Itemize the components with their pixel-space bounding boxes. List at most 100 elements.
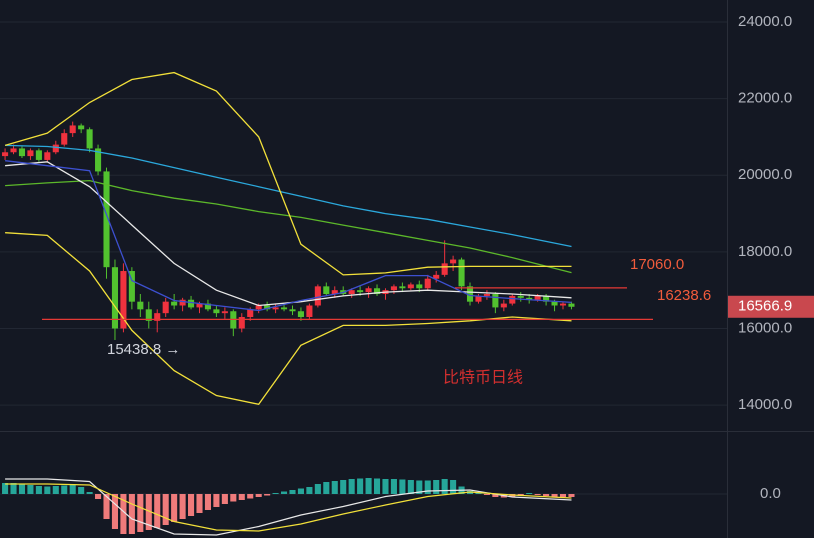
candle-body — [238, 316, 245, 329]
macd-bar — [551, 494, 558, 497]
candle-body — [543, 295, 550, 302]
candle-body — [373, 288, 381, 295]
macd-bar — [196, 494, 203, 513]
macd-bar — [492, 494, 499, 497]
candle-body — [52, 144, 59, 153]
macd-bar — [280, 491, 288, 494]
macd-line — [5, 483, 572, 532]
candle-body — [424, 278, 431, 289]
macd-bar — [188, 494, 195, 516]
y-tick-label: 14000.0 — [738, 396, 792, 413]
macd-bar — [323, 482, 330, 494]
last-price-badge — [728, 295, 814, 318]
macd-bar — [255, 494, 262, 497]
candle-body — [551, 301, 558, 306]
macd-bar — [475, 493, 482, 494]
y-tick-label: 16000.0 — [738, 319, 792, 336]
macd-bar — [171, 494, 178, 522]
macd-bar — [357, 478, 364, 494]
macd-bar — [128, 494, 135, 534]
macd-bar — [331, 481, 338, 494]
macd-bar — [230, 494, 237, 502]
macd-bar — [483, 494, 490, 495]
candle-body — [103, 171, 110, 268]
candle-body — [111, 267, 119, 329]
candle-body — [69, 125, 76, 134]
macd-bar — [407, 480, 414, 494]
macd-bar — [272, 493, 279, 494]
candle-body — [61, 133, 68, 145]
candle-body — [314, 286, 321, 306]
candle-body — [517, 295, 524, 298]
candle-body — [399, 286, 406, 289]
macd-bar — [61, 485, 68, 494]
macd-bar — [399, 479, 406, 494]
macd-bar — [306, 487, 313, 494]
macd-bar — [433, 480, 440, 494]
candle-body — [390, 286, 397, 291]
candle-body — [86, 129, 93, 149]
candle-body — [331, 290, 338, 295]
macd-bar — [526, 493, 533, 494]
macd-bar — [95, 494, 102, 499]
candle-body — [10, 148, 17, 153]
macd-bar — [78, 487, 85, 494]
macd-bar — [450, 480, 457, 494]
macd-bar — [390, 479, 397, 494]
price-level-label: 16238.6 — [657, 287, 711, 304]
macd-bar — [314, 484, 321, 494]
candle-body — [559, 303, 567, 306]
moving-average-line — [4, 71, 572, 276]
moving-average-line — [5, 179, 572, 274]
candle-body — [272, 307, 279, 310]
candle-body — [365, 288, 372, 293]
low-marker-label: 15438.8 → — [107, 341, 180, 358]
candle-body — [78, 125, 85, 130]
candle-body — [44, 152, 51, 160]
macd-bar — [373, 478, 381, 494]
macd-bar — [10, 483, 17, 494]
macd-bar — [238, 494, 245, 500]
candle-body — [568, 303, 575, 307]
candle-body — [179, 299, 186, 306]
candle-body — [475, 295, 482, 302]
macd-bar — [221, 494, 228, 504]
candle-body — [35, 150, 42, 160]
macd-bar — [441, 479, 448, 494]
candle-body — [204, 303, 211, 310]
y-tick-label: 20000.0 — [738, 166, 792, 183]
macd-bar — [340, 480, 347, 494]
candle-body — [441, 263, 448, 275]
macd-bar — [365, 478, 372, 494]
macd-bar — [297, 488, 304, 494]
candle-body — [196, 303, 203, 308]
candle-body — [171, 301, 178, 306]
candle-body — [534, 295, 541, 300]
y2-tick-label: 0.0 — [760, 485, 781, 502]
candle-body — [154, 313, 161, 321]
candle-body — [306, 305, 313, 317]
macd-bar — [424, 480, 431, 494]
macd-bar — [103, 494, 110, 519]
y-tick-label: 18000.0 — [738, 243, 792, 260]
macd-bar — [120, 494, 127, 534]
candle-body — [466, 286, 474, 302]
candle-body — [95, 148, 102, 172]
candle-body — [492, 294, 499, 308]
macd-bar — [145, 494, 152, 530]
macd-bar — [534, 494, 541, 495]
candle-body — [188, 299, 195, 308]
price-axis: 14000.0 16000.0 18000.0 20000.0 22000.0 24000… — [728, 13, 814, 502]
candle-body — [213, 309, 220, 314]
candle-body — [433, 274, 440, 279]
macd-bar — [348, 479, 355, 494]
candle-body — [323, 286, 330, 295]
macd-bar — [137, 494, 144, 532]
macd-bar — [111, 494, 119, 529]
macd-bar — [154, 494, 161, 528]
macd-bar — [382, 479, 389, 494]
candle-body — [348, 290, 355, 295]
moving-average-line — [5, 232, 572, 406]
